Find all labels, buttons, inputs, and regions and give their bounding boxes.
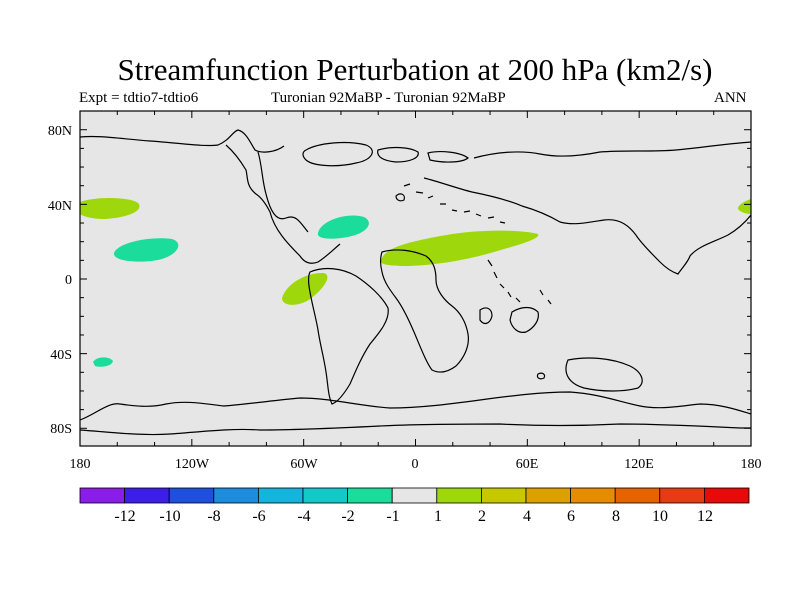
coast-australia: [565, 357, 643, 392]
coast-small-island-2: [536, 372, 546, 380]
coast-tethys-islands-1: [403, 183, 506, 224]
coast-arctic: [80, 129, 285, 153]
colorbar-label-10: 4: [523, 508, 531, 525]
lat-label-80n: 80N: [48, 124, 72, 139]
latitude-labels: 80N 40N 0 40S 80S: [48, 124, 72, 437]
negative-region-n-atlantic: [317, 215, 369, 239]
coast-small-island-1: [395, 193, 405, 202]
colorbar-swatch: [391, 487, 438, 504]
colorbar-swatch: [525, 487, 571, 504]
lat-label-80s: 80S: [50, 422, 72, 437]
colorbar-swatch: [704, 487, 750, 504]
lon-label-180w: 180: [70, 457, 91, 472]
coast-north-america: [225, 144, 341, 264]
colorbar-swatch: [659, 487, 705, 504]
colorbar-swatch: [168, 487, 215, 504]
lat-label-40s: 40S: [50, 348, 72, 363]
colorbar-swatch: [79, 487, 125, 504]
season-label: ANN: [714, 90, 747, 106]
coast-india: [509, 306, 539, 333]
lon-label-180e: 180: [741, 457, 762, 472]
experiment-label: Expt = tdtio7-tdtio6: [79, 90, 199, 106]
lat-label-40n: 40N: [48, 199, 72, 214]
coast-antarctica: [80, 391, 751, 421]
colorbar-label-1: -12: [114, 508, 135, 525]
lon-label-120w: 120W: [175, 457, 210, 472]
colorbar-label-6: -2: [341, 508, 354, 525]
coastlines: [80, 129, 751, 436]
positive-region-tropical-pacific: [282, 272, 328, 305]
positive-region-n-pacific: [80, 198, 140, 219]
colorbar-label-8: 1: [434, 508, 442, 525]
colorbar: [79, 487, 750, 504]
coast-antarctica-south: [80, 423, 751, 436]
positive-region-tethys: [380, 230, 539, 266]
negative-region-central-pacific: [113, 238, 179, 262]
coast-arctic-island-1: [377, 146, 419, 163]
colorbar-labels: -12 -10 -8 -6 -4 -2 -1 1 2 4 6 8 10 12: [114, 508, 713, 525]
lat-label-eq: 0: [65, 273, 72, 288]
colorbar-swatch: [614, 487, 661, 504]
coast-north-asia: [473, 141, 751, 159]
axis-ticks: [79, 111, 752, 446]
colorbar-label-9: 2: [478, 508, 486, 525]
lon-label-0: 0: [412, 457, 419, 472]
period-label: Turonian 92MaBP - Turonian 92MaBP: [271, 90, 506, 106]
colorbar-swatch: [480, 487, 527, 504]
coast-south-america: [307, 267, 389, 405]
longitude-labels: 180 120W 60W 0 60E 120E 180: [70, 457, 762, 472]
colorbar-swatch: [436, 487, 482, 504]
shaded-regions: [80, 198, 751, 367]
colorbar-label-4: -6: [252, 508, 265, 525]
coast-africa: [379, 249, 469, 373]
colorbar-label-13: 10: [652, 508, 668, 525]
colorbar-label-5: -4: [297, 508, 310, 525]
coast-tethys-islands-2: [487, 259, 552, 305]
coast-interior-seaway: [257, 151, 309, 233]
negative-region-south-pacific: [93, 357, 113, 367]
colorbar-swatch: [347, 487, 393, 504]
colorbar-swatch: [213, 487, 259, 504]
colorbar-label-2: -10: [159, 508, 180, 525]
colorbar-swatch: [257, 487, 304, 504]
colorbar-swatch: [570, 487, 616, 504]
coast-greenland: [302, 141, 373, 167]
coast-madagascar: [479, 307, 493, 325]
colorbar-swatch: [302, 487, 348, 504]
chart-title: Streamfunction Perturbation at 200 hPa (…: [117, 52, 713, 87]
colorbar-label-7: -1: [386, 508, 399, 525]
ocean-background: [80, 111, 751, 446]
lon-label-60w: 60W: [290, 457, 318, 472]
colorbar-label-3: -8: [207, 508, 220, 525]
colorbar-label-12: 8: [612, 508, 620, 525]
positive-region-dateline-east: [737, 199, 751, 214]
coast-eurasia: [423, 177, 751, 275]
colorbar-swatch: [124, 487, 170, 504]
lon-label-60e: 60E: [516, 457, 539, 472]
lon-label-120e: 120E: [624, 457, 654, 472]
coast-arctic-island-2: [427, 151, 469, 163]
colorbar-label-11: 6: [567, 508, 575, 525]
colorbar-label-14: 12: [697, 508, 713, 525]
